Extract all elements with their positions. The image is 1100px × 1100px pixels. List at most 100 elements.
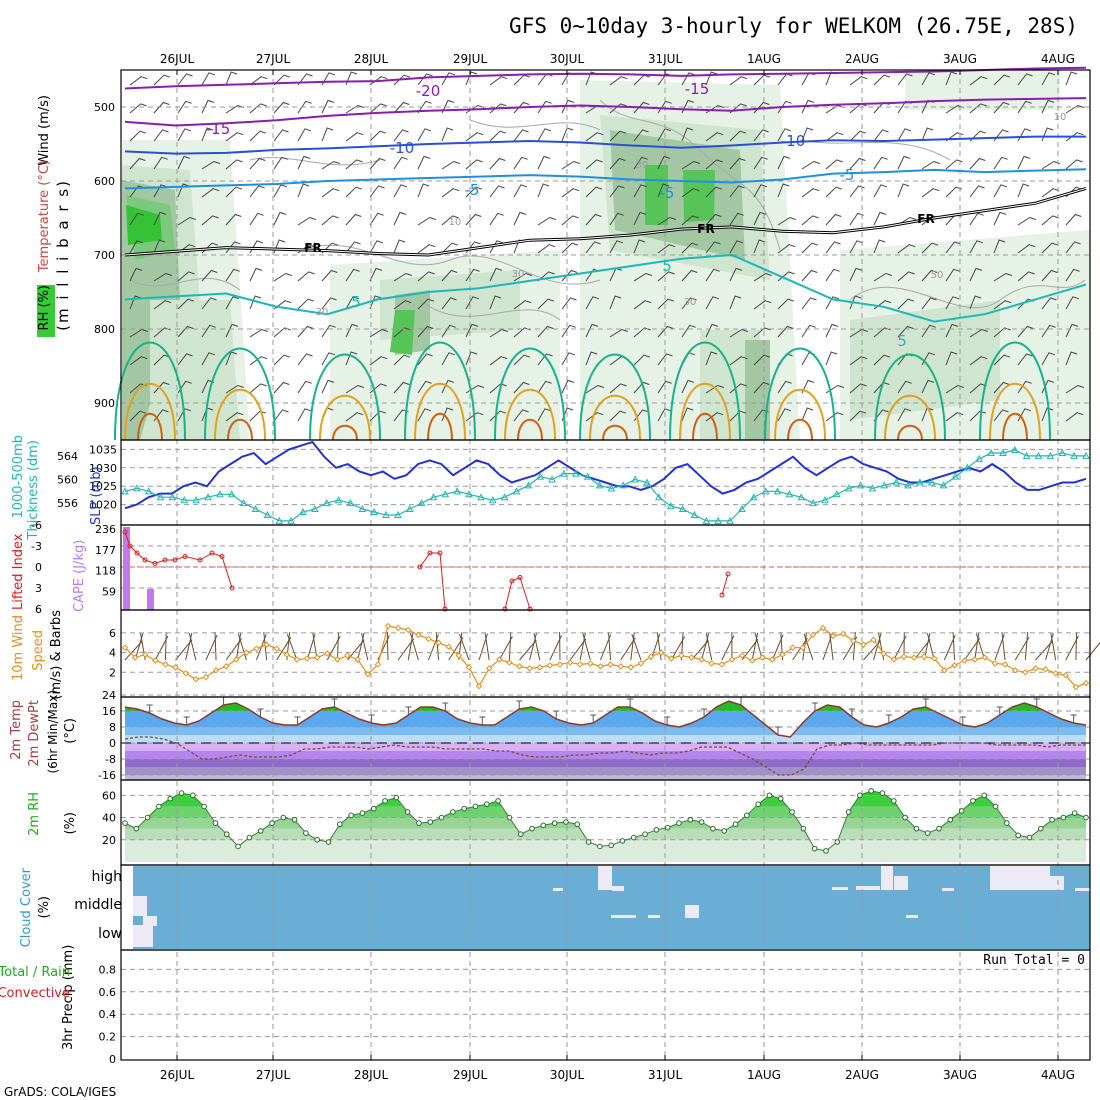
wind-barb — [705, 213, 722, 226]
wind-barb — [201, 215, 219, 226]
cloud-clear-patch — [856, 886, 880, 890]
panel-frame-precip — [120, 949, 1091, 1061]
thickness-point — [227, 490, 236, 498]
wind-barb — [153, 211, 167, 226]
wind-barb — [705, 241, 721, 254]
isotherm-20c — [427, 412, 453, 441]
wind10-point — [405, 626, 412, 634]
temp-minmax-marker — [701, 708, 708, 717]
wind-barb — [873, 74, 891, 86]
wind-barb — [609, 185, 625, 198]
isotherm-15c — [319, 395, 371, 441]
temp-minmax-marker — [996, 706, 1003, 715]
wind-barb — [417, 271, 435, 282]
rh-point — [687, 816, 694, 823]
wind10-barbs — [124, 631, 1100, 661]
thickness-point — [1070, 451, 1078, 459]
wind-barb — [849, 76, 868, 86]
wind-barb — [729, 130, 747, 142]
rh-contour — [599, 99, 781, 251]
wind-barb — [441, 407, 454, 422]
wind10-barb — [582, 633, 591, 661]
rh-point — [1037, 825, 1044, 832]
x-tick-label-bottom: 4AUG — [1041, 1068, 1075, 1082]
isotherm-15c — [414, 382, 466, 441]
wind-barb — [777, 216, 796, 226]
wind-barb — [465, 186, 483, 198]
rh-point — [495, 798, 501, 804]
wind10-point — [253, 645, 260, 652]
wind-barb — [921, 160, 940, 170]
wind-barb — [537, 325, 554, 338]
upper-air-y-tick-label: 500 — [94, 101, 115, 114]
rh-point — [438, 814, 445, 821]
wind-barb — [465, 323, 479, 338]
wind-barb — [1041, 379, 1055, 394]
wind-barb — [873, 129, 889, 142]
thickness-point — [299, 507, 307, 515]
wind-barb — [273, 211, 287, 226]
wind10-point — [931, 655, 938, 662]
wind-barb — [393, 239, 406, 254]
thickness-point — [880, 481, 889, 489]
wind-barb — [561, 297, 577, 310]
wind-barb — [705, 384, 724, 394]
rh-point — [642, 831, 648, 838]
y-axis-label-cape: CAPE (J/kg) — [72, 540, 87, 612]
wind-barb — [825, 241, 841, 254]
wind-barb — [297, 408, 312, 422]
thickness-point — [560, 469, 568, 477]
rh-shading — [150, 300, 240, 440]
wind-barb — [729, 356, 748, 366]
wind-barb — [177, 183, 190, 198]
wind-barb — [441, 188, 460, 198]
rh-point — [337, 821, 343, 828]
wind-barb — [177, 298, 195, 310]
wind-barb — [705, 159, 723, 170]
rh-point — [766, 792, 773, 799]
lifted-index-point — [417, 564, 423, 570]
wind-barb — [729, 185, 745, 198]
thickness-point — [204, 493, 212, 501]
isotherm-10c — [309, 353, 381, 441]
thickness-point — [465, 490, 473, 498]
wind-barb — [681, 269, 698, 282]
wind-barb — [1017, 271, 1035, 282]
wind-barb — [369, 103, 387, 114]
contour-label: -10 — [781, 132, 806, 150]
x-tick-label-bottom: 30JUL — [550, 1068, 585, 1082]
wind-barb — [561, 160, 580, 170]
wind10-barb — [1050, 632, 1057, 661]
wind-barb — [369, 240, 384, 254]
wind10-point — [678, 652, 685, 659]
rh-point — [744, 812, 750, 819]
wind-barb — [777, 128, 792, 142]
wind-barb — [153, 74, 171, 86]
wind-barb — [897, 244, 916, 254]
contour-label: 5 — [662, 257, 672, 275]
wind-barb — [321, 72, 336, 86]
wind-barb — [681, 127, 694, 142]
wind-barb — [1065, 241, 1081, 254]
wind-barb — [729, 76, 748, 86]
wind10-point — [738, 652, 746, 659]
wind-barb — [993, 101, 1010, 114]
isotherm-15c — [989, 382, 1041, 441]
wind-barb — [561, 215, 579, 226]
rh-point — [201, 803, 207, 810]
thickness-point — [868, 484, 877, 492]
slp-y-tick-label: 1035 — [89, 443, 117, 456]
x-tick-label-top: 2AUG — [845, 52, 879, 66]
y-axis-label-cloud-unit: (%) — [37, 896, 52, 919]
wind10-point — [1022, 669, 1029, 676]
x-tick-label-top: 26JUL — [160, 52, 195, 66]
wind10-point — [354, 656, 361, 663]
wind-barb — [513, 156, 528, 170]
cloud-clear-patch — [648, 915, 660, 918]
wind-barb — [201, 297, 217, 310]
thickness-point — [773, 487, 782, 495]
thickness-point — [192, 496, 201, 504]
rh-shading — [126, 205, 162, 245]
temp-minmax-marker — [885, 714, 892, 723]
wind10-point — [961, 657, 968, 664]
